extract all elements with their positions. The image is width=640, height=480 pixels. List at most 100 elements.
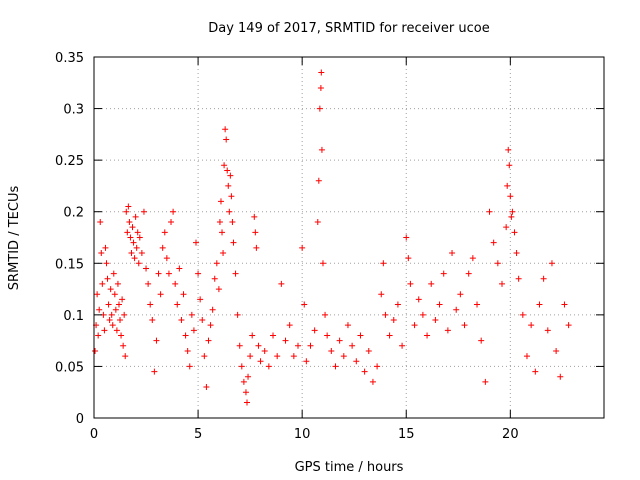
data-point bbox=[225, 182, 232, 189]
data-point bbox=[349, 342, 356, 349]
data-point bbox=[151, 368, 158, 375]
data-point bbox=[328, 347, 335, 354]
data-point bbox=[449, 249, 456, 256]
data-point bbox=[224, 167, 231, 174]
plot-frame bbox=[93, 56, 605, 419]
data-point bbox=[265, 363, 272, 370]
data-point bbox=[94, 291, 101, 298]
data-point bbox=[178, 317, 185, 324]
data-point bbox=[159, 244, 166, 251]
data-point bbox=[247, 353, 254, 360]
data-point bbox=[301, 301, 308, 308]
data-point bbox=[125, 203, 132, 210]
data-point bbox=[486, 208, 493, 215]
data-point bbox=[138, 249, 145, 256]
data-point bbox=[290, 353, 297, 360]
data-point bbox=[419, 311, 426, 318]
data-point bbox=[557, 373, 564, 380]
data-point bbox=[121, 311, 128, 318]
data-point bbox=[180, 291, 187, 298]
data-point bbox=[203, 384, 210, 391]
data-point bbox=[374, 363, 381, 370]
data-point bbox=[513, 249, 520, 256]
data-point bbox=[232, 270, 239, 277]
data-point bbox=[505, 146, 512, 153]
data-point bbox=[253, 244, 260, 251]
data-point bbox=[227, 172, 234, 179]
data-point bbox=[544, 327, 551, 334]
data-point bbox=[540, 275, 547, 282]
data-point bbox=[153, 337, 160, 344]
data-point bbox=[499, 280, 505, 287]
data-point bbox=[311, 327, 318, 334]
data-point bbox=[270, 332, 277, 339]
data-point bbox=[490, 239, 497, 246]
data-point bbox=[278, 280, 285, 287]
data-point bbox=[128, 249, 135, 256]
data-point bbox=[411, 322, 418, 329]
data-point bbox=[132, 213, 139, 220]
data-point bbox=[98, 249, 105, 256]
data-point bbox=[99, 280, 106, 287]
data-point bbox=[274, 353, 281, 360]
data-point bbox=[118, 332, 125, 339]
x-tick-label: 0 bbox=[90, 427, 98, 442]
data-point bbox=[114, 280, 121, 287]
data-point bbox=[143, 265, 150, 272]
data-point bbox=[215, 286, 222, 293]
data-point bbox=[469, 255, 476, 262]
data-point bbox=[104, 275, 111, 282]
data-point bbox=[390, 317, 397, 324]
data-point bbox=[124, 229, 131, 236]
data-point bbox=[523, 353, 530, 360]
data-point bbox=[165, 270, 172, 277]
data-point bbox=[380, 260, 387, 267]
data-point bbox=[436, 301, 443, 308]
data-point bbox=[123, 208, 130, 215]
data-point bbox=[299, 244, 306, 251]
data-point bbox=[201, 353, 208, 360]
data-point bbox=[117, 317, 124, 324]
data-point bbox=[174, 301, 181, 308]
data-point bbox=[440, 270, 447, 277]
data-point bbox=[244, 399, 250, 406]
data-point bbox=[303, 358, 310, 365]
data-points bbox=[92, 69, 572, 406]
chart-title: Day 149 of 2017, SRMTID for receiver uco… bbox=[208, 21, 490, 36]
data-point bbox=[135, 260, 142, 267]
data-point bbox=[111, 291, 118, 298]
data-point bbox=[188, 311, 195, 318]
data-point bbox=[190, 327, 197, 334]
data-point bbox=[319, 260, 326, 267]
data-point bbox=[307, 342, 314, 349]
data-point bbox=[115, 301, 122, 308]
x-tick-label: 10 bbox=[294, 427, 311, 442]
data-point bbox=[386, 332, 393, 339]
data-point bbox=[507, 193, 514, 200]
data-point bbox=[251, 213, 258, 220]
data-point bbox=[134, 229, 141, 236]
data-point bbox=[149, 317, 156, 324]
data-point bbox=[213, 260, 220, 267]
data-point bbox=[344, 322, 351, 329]
data-point bbox=[216, 219, 223, 226]
data-point bbox=[261, 347, 268, 354]
data-point bbox=[101, 327, 108, 334]
data-point bbox=[168, 219, 175, 226]
data-point bbox=[133, 244, 140, 251]
data-point bbox=[361, 368, 368, 375]
axis-ticks: 0 0.05 0.1 0.15 0.2 0.25 0.3 0.35 0 5 10 15 20 bbox=[55, 51, 604, 442]
data-point bbox=[96, 306, 103, 313]
data-point bbox=[97, 219, 104, 226]
data-point bbox=[461, 322, 468, 329]
data-point bbox=[95, 332, 102, 339]
data-point bbox=[222, 126, 229, 133]
data-point bbox=[106, 317, 113, 324]
data-point bbox=[242, 389, 249, 396]
data-point bbox=[238, 363, 245, 370]
data-point bbox=[236, 342, 243, 349]
data-point bbox=[536, 301, 543, 308]
data-point bbox=[157, 291, 164, 298]
data-point bbox=[176, 265, 183, 272]
data-point bbox=[136, 234, 143, 241]
